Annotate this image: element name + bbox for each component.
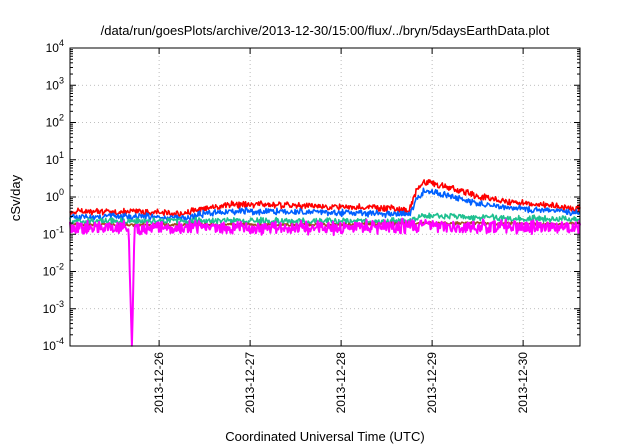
y-tick-label: 10-3: [43, 299, 64, 316]
y-tick-label-base: 10: [43, 339, 57, 353]
y-tick-label: 100: [46, 187, 64, 204]
x-tick-label: 2013-12-28: [334, 352, 348, 414]
y-tick-label: 102: [46, 113, 64, 130]
y-tick-label-exponent: 3: [59, 75, 64, 85]
y-tick-label: 104: [46, 38, 64, 55]
x-tick-label: 2013-12-29: [425, 352, 439, 414]
series-line: [69, 179, 581, 218]
y-tick-label-base: 10: [46, 78, 60, 92]
x-axis-label: Coordinated Universal Time (UTC): [225, 429, 424, 444]
y-tick-label-base: 10: [46, 190, 60, 204]
series-line: [69, 212, 581, 226]
x-tick-label: 2013-12-30: [516, 352, 530, 414]
y-tick-label-exponent: 0: [59, 187, 64, 197]
y-tick-label-base: 10: [46, 116, 60, 130]
chart-title: /data/run/goesPlots/archive/2013-12-30/1…: [101, 23, 550, 38]
y-tick-label: 101: [46, 150, 64, 167]
y-tick-label-exponent: 2: [59, 113, 64, 123]
y-axis-label: cSv/day: [8, 174, 23, 221]
x-tick-label: 2013-12-27: [243, 352, 257, 414]
x-tick-label: 2013-12-26: [152, 352, 166, 414]
y-tick-label-base: 10: [43, 227, 57, 241]
series-group: [69, 179, 581, 347]
y-tick-label-base: 10: [43, 302, 57, 316]
y-tick-label-base: 10: [43, 265, 57, 279]
y-tick-label-exponent: -3: [56, 299, 64, 309]
y-tick-label: 10-2: [43, 262, 64, 279]
series-line: [69, 187, 581, 222]
y-tick-label-exponent: -4: [56, 336, 64, 346]
y-tick-label-base: 10: [46, 41, 60, 55]
grid: [70, 47, 580, 347]
axis-ticks: 10-410-310-210-11001011021031042013-12-2…: [43, 38, 580, 413]
y-tick-label-exponent: -1: [56, 224, 64, 234]
y-tick-label-exponent: 4: [59, 38, 64, 48]
y-tick-label: 103: [46, 75, 64, 92]
y-tick-label-exponent: 1: [59, 150, 64, 160]
y-tick-label-base: 10: [46, 153, 60, 167]
y-tick-label-exponent: -2: [56, 262, 64, 272]
series-line: [69, 217, 581, 347]
y-tick-label: 10-4: [43, 336, 64, 353]
y-tick-label: 10-1: [43, 224, 64, 241]
